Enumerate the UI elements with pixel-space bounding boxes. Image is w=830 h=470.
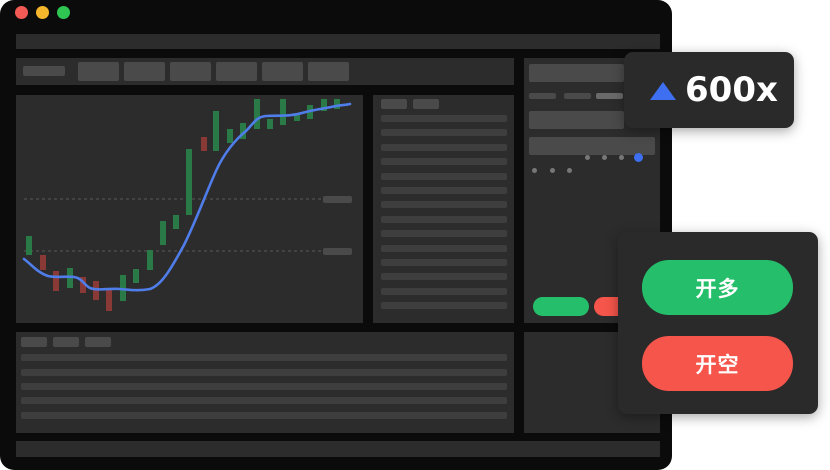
order-book-row <box>381 158 507 166</box>
order-book-row <box>381 187 507 194</box>
positions-panel <box>16 332 514 433</box>
bull-candle <box>186 149 192 215</box>
bull-candle <box>213 111 219 151</box>
form-field[interactable] <box>529 64 624 82</box>
open-short-button[interactable]: 开空 <box>642 336 793 391</box>
toolbar-tab[interactable] <box>170 62 211 81</box>
bear-candle <box>40 255 46 270</box>
slider-dot[interactable] <box>602 155 607 160</box>
bull-candle <box>267 119 273 129</box>
form-field[interactable] <box>529 137 655 155</box>
bull-candle <box>227 129 233 143</box>
triangle-up-icon <box>650 82 676 100</box>
order-book-header <box>381 99 407 109</box>
form-tab[interactable] <box>564 93 591 99</box>
form-tab[interactable] <box>529 93 556 99</box>
maximize-dot[interactable] <box>57 6 70 19</box>
order-book-row <box>381 230 507 238</box>
slider-dot[interactable] <box>585 155 590 160</box>
bull-candle <box>160 221 166 245</box>
chart-panel[interactable] <box>16 95 363 323</box>
order-book-row <box>381 302 507 310</box>
bear-candle <box>106 289 112 311</box>
mini-long-button[interactable] <box>533 297 589 316</box>
form-tab[interactable] <box>596 93 623 99</box>
slider-handle[interactable] <box>634 153 643 162</box>
bull-candle <box>173 215 179 229</box>
bull-candle <box>240 123 246 139</box>
toolbar-tab[interactable] <box>124 62 165 81</box>
bull-candle <box>133 269 139 283</box>
positions-tab[interactable] <box>53 337 79 347</box>
order-card: 开多 开空 <box>618 232 818 414</box>
bull-candle <box>254 99 260 129</box>
toolbar-tab[interactable] <box>216 62 257 81</box>
top-bar <box>16 34 660 49</box>
toolbar-tab[interactable] <box>78 62 119 81</box>
bull-candle <box>147 250 153 270</box>
leverage-value: 600x <box>685 70 778 110</box>
leverage-badge: 600x <box>624 52 794 128</box>
order-book-row <box>381 143 507 151</box>
mini-short-button[interactable] <box>594 297 624 316</box>
positions-row <box>21 383 507 390</box>
bear-candle <box>53 271 59 291</box>
bull-candle <box>26 236 32 255</box>
positions-tab[interactable] <box>21 337 47 347</box>
slider-dot[interactable] <box>532 168 537 173</box>
app-window <box>0 0 672 470</box>
bear-candle <box>93 281 99 300</box>
positions-row <box>21 354 507 361</box>
toolbar-tab[interactable] <box>262 62 303 81</box>
order-book-header <box>413 99 439 109</box>
order-book-row <box>381 287 507 295</box>
bull-candle <box>334 99 340 109</box>
slider-dot[interactable] <box>567 168 572 173</box>
toolbar-label <box>23 66 65 76</box>
form-field[interactable] <box>529 111 624 129</box>
positions-row <box>21 397 507 404</box>
minimize-dot[interactable] <box>36 6 49 19</box>
close-dot[interactable] <box>15 6 28 19</box>
slider-dot[interactable] <box>550 168 555 173</box>
positions-tab[interactable] <box>85 337 111 347</box>
bull-candle <box>280 99 286 125</box>
bull-candle <box>321 99 327 111</box>
trade-form-panel <box>524 58 660 323</box>
bear-candle <box>201 137 207 151</box>
order-book-row <box>381 259 507 266</box>
positions-row <box>21 412 507 419</box>
bull-candle <box>294 113 300 121</box>
positions-row <box>21 369 507 376</box>
candlestick-chart[interactable] <box>16 95 363 323</box>
toolbar-tab[interactable] <box>308 62 349 81</box>
slider-dot[interactable] <box>619 155 624 160</box>
moving-average-line <box>22 102 352 292</box>
order-book-row <box>381 129 507 137</box>
status-bar <box>16 441 660 457</box>
order-book-row <box>381 201 507 209</box>
bear-candle <box>80 277 86 293</box>
order-book-row <box>381 273 507 281</box>
order-book-row <box>381 115 507 122</box>
order-book-row <box>381 172 507 180</box>
order-book-row <box>381 215 507 223</box>
open-long-button[interactable]: 开多 <box>642 260 793 315</box>
price-tag <box>323 196 352 203</box>
order-book-row <box>381 244 507 252</box>
price-tag <box>323 248 352 255</box>
order-book-panel <box>373 95 514 323</box>
toolbar <box>16 58 514 85</box>
